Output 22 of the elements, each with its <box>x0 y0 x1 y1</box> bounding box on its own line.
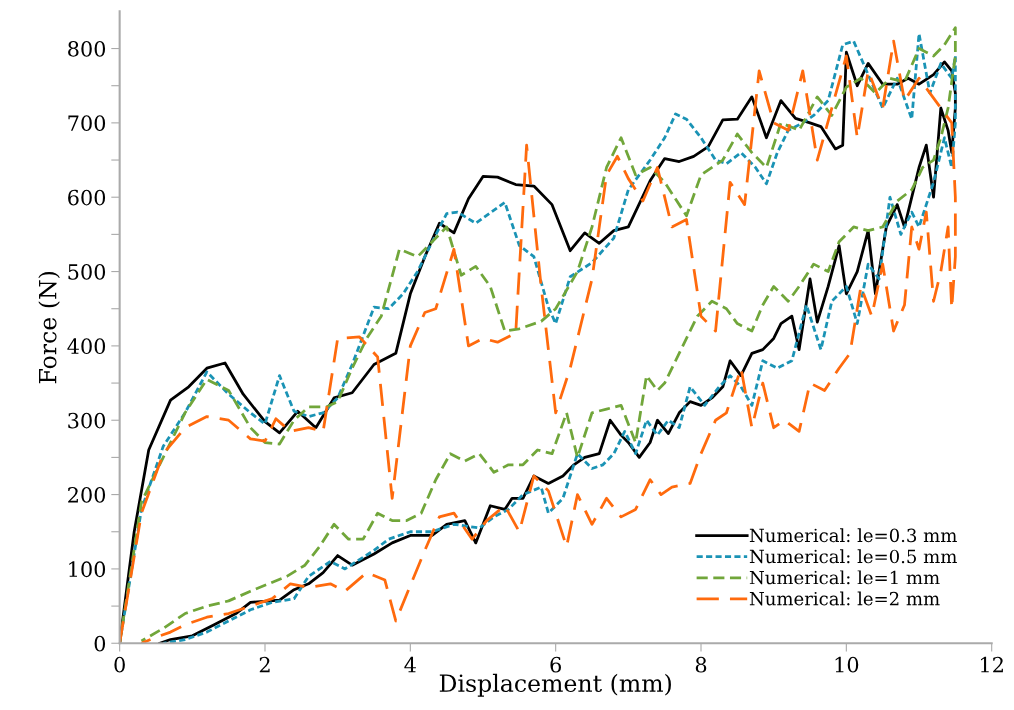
y-tick-label: 700 <box>68 115 106 132</box>
y-tick-label: 600 <box>68 189 106 206</box>
x-tick-label: 2 <box>259 656 270 673</box>
x-tick-label: 6 <box>550 656 561 673</box>
x-tick-label: 0 <box>114 656 125 673</box>
legend-label: Numerical: le=2 mm <box>749 591 940 606</box>
x-tick-label: 8 <box>695 656 707 673</box>
x-axis-title: Displacement (mm) <box>439 673 671 697</box>
x-tick-label: 4 <box>404 656 416 673</box>
y-tick-label: 400 <box>67 338 106 355</box>
y-tick-label: 800 <box>68 40 106 57</box>
x-tick-label: 10 <box>835 656 859 673</box>
y-tick-label: 300 <box>68 412 106 429</box>
y-tick-label: 200 <box>68 487 106 503</box>
legend-label: Numerical: le=0.5 mm <box>749 549 957 564</box>
y-tick-label: 0 <box>94 635 106 652</box>
y-tick-label: 500 <box>68 264 106 280</box>
legend-label: Numerical: le=0.3 mm <box>749 528 957 543</box>
x-tick-label: 12 <box>980 656 1003 673</box>
y-tick-label: 100 <box>69 561 106 578</box>
y-axis-title: Force (N) <box>38 271 60 384</box>
legend-label: Numerical: le=1 mm <box>749 570 940 585</box>
